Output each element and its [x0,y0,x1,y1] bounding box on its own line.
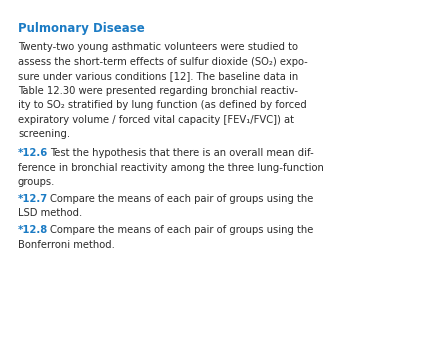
Text: Twenty-two young asthmatic volunteers were studied to: Twenty-two young asthmatic volunteers we… [18,42,298,52]
Text: sure under various conditions [12]. The baseline data in: sure under various conditions [12]. The … [18,71,298,81]
Text: LSD method.: LSD method. [18,208,82,218]
Text: *12.8: *12.8 [18,225,48,235]
Text: ference in bronchial reactivity among the three lung-function: ference in bronchial reactivity among th… [18,163,324,173]
Text: groups.: groups. [18,177,56,187]
Text: Compare the means of each pair of groups using the: Compare the means of each pair of groups… [50,194,314,204]
Text: *12.7: *12.7 [18,194,48,204]
Text: *12.6: *12.6 [18,148,48,158]
Text: Compare the means of each pair of groups using the: Compare the means of each pair of groups… [50,225,314,235]
Text: expiratory volume / forced vital capacity [FEV₁/FVC]) at: expiratory volume / forced vital capacit… [18,115,294,125]
Text: Pulmonary Disease: Pulmonary Disease [18,22,145,35]
Text: Test the hypothesis that there is an overall mean dif-: Test the hypothesis that there is an ove… [50,148,314,158]
Text: Bonferroni method.: Bonferroni method. [18,239,115,249]
Text: assess the short-term effects of sulfur dioxide (SO₂) expo-: assess the short-term effects of sulfur … [18,57,308,67]
Text: ity to SO₂ stratified by lung function (as defined by forced: ity to SO₂ stratified by lung function (… [18,100,307,110]
Text: Table 12.30 were presented regarding bronchial reactiv-: Table 12.30 were presented regarding bro… [18,86,298,96]
Text: screening.: screening. [18,129,70,139]
